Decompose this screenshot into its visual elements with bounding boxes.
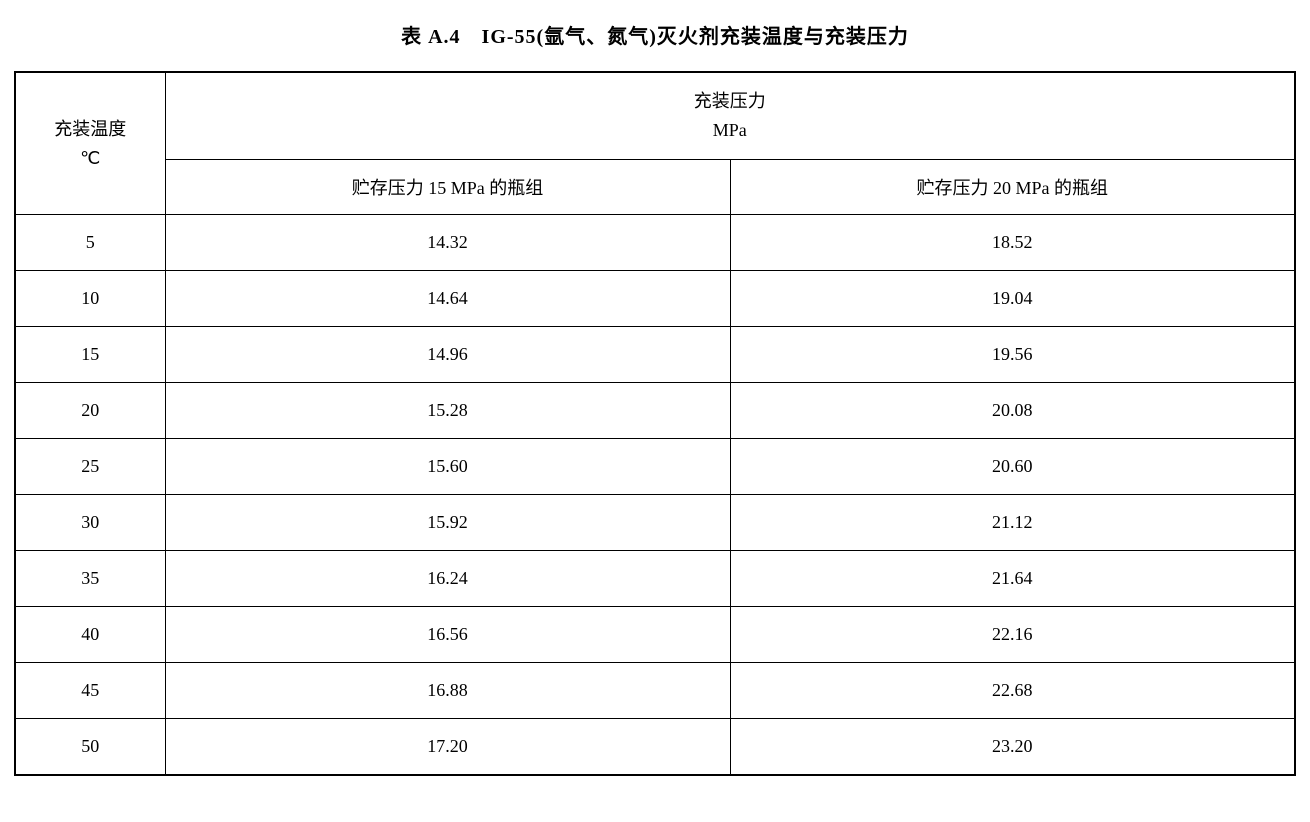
header-pressure-line2: MPa xyxy=(713,120,747,140)
cell-temp: 25 xyxy=(15,439,165,495)
header-col-20mpa: 贮存压力 20 MPa 的瓶组 xyxy=(730,160,1295,215)
cell-p15: 16.24 xyxy=(165,551,730,607)
cell-p15: 15.28 xyxy=(165,383,730,439)
header-col-15mpa: 贮存压力 15 MPa 的瓶组 xyxy=(165,160,730,215)
table-row: 45 16.88 22.68 xyxy=(15,663,1295,719)
cell-p20: 21.12 xyxy=(730,495,1295,551)
cell-p20: 22.16 xyxy=(730,607,1295,663)
cell-temp: 15 xyxy=(15,327,165,383)
data-table: 充装温度 ℃ 充装压力 MPa 贮存压力 15 MPa 的瓶组 贮存压力 20 … xyxy=(14,71,1296,776)
table-row: 50 17.20 23.20 xyxy=(15,719,1295,775)
cell-temp: 50 xyxy=(15,719,165,775)
cell-temp: 35 xyxy=(15,551,165,607)
table-title: 表 A.4 IG-55(氩气、氮气)灭火剂充装温度与充装压力 xyxy=(10,20,1300,49)
header-temp-line1: 充装温度 xyxy=(54,119,126,139)
cell-p20: 23.20 xyxy=(730,719,1295,775)
cell-p15: 14.64 xyxy=(165,271,730,327)
table-row: 25 15.60 20.60 xyxy=(15,439,1295,495)
cell-p20: 21.64 xyxy=(730,551,1295,607)
table-row: 30 15.92 21.12 xyxy=(15,495,1295,551)
header-pressure-group: 充装压力 MPa xyxy=(165,72,1295,160)
cell-p15: 14.96 xyxy=(165,327,730,383)
cell-p15: 15.60 xyxy=(165,439,730,495)
cell-temp: 10 xyxy=(15,271,165,327)
table-row: 40 16.56 22.16 xyxy=(15,607,1295,663)
table-row: 15 14.96 19.56 xyxy=(15,327,1295,383)
cell-temp: 20 xyxy=(15,383,165,439)
cell-p15: 16.88 xyxy=(165,663,730,719)
table-row: 5 14.32 18.52 xyxy=(15,215,1295,271)
cell-p20: 22.68 xyxy=(730,663,1295,719)
header-temperature: 充装温度 ℃ xyxy=(15,72,165,215)
cell-p15: 17.20 xyxy=(165,719,730,775)
cell-p15: 16.56 xyxy=(165,607,730,663)
cell-p15: 14.32 xyxy=(165,215,730,271)
cell-temp: 5 xyxy=(15,215,165,271)
table-row: 10 14.64 19.04 xyxy=(15,271,1295,327)
cell-p20: 20.08 xyxy=(730,383,1295,439)
cell-p20: 20.60 xyxy=(730,439,1295,495)
cell-temp: 45 xyxy=(15,663,165,719)
header-temp-line2: ℃ xyxy=(80,148,100,168)
header-pressure-line1: 充装压力 xyxy=(694,91,766,111)
table-row: 35 16.24 21.64 xyxy=(15,551,1295,607)
table-body: 5 14.32 18.52 10 14.64 19.04 15 14.96 19… xyxy=(15,215,1295,775)
cell-p15: 15.92 xyxy=(165,495,730,551)
cell-temp: 40 xyxy=(15,607,165,663)
table-row: 20 15.28 20.08 xyxy=(15,383,1295,439)
cell-p20: 19.04 xyxy=(730,271,1295,327)
cell-p20: 18.52 xyxy=(730,215,1295,271)
cell-temp: 30 xyxy=(15,495,165,551)
cell-p20: 19.56 xyxy=(730,327,1295,383)
